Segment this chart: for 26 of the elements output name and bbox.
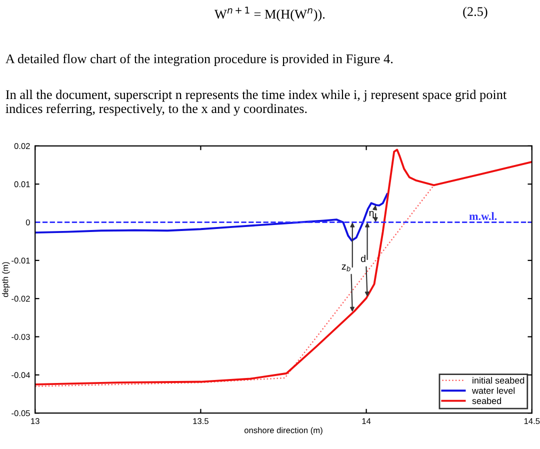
x-tick-label: 13.5 xyxy=(193,418,208,424)
x-tick-label: 14 xyxy=(362,418,371,424)
x-axis-title: onshore direction (m) xyxy=(244,427,322,435)
y-tick-label: -0.03 xyxy=(12,334,30,340)
annotation: d xyxy=(360,254,366,262)
legend-label: seabed xyxy=(472,397,502,404)
annotation: z$_{b}$ xyxy=(342,264,350,272)
y-tick-label: -0.05 xyxy=(12,410,30,416)
y-tick-label: 0 xyxy=(26,219,30,226)
annotation: η xyxy=(369,210,374,218)
x-tick-label: 13 xyxy=(31,418,40,424)
text: (2.5) xyxy=(463,6,488,19)
y-tick-label: -0.04 xyxy=(12,372,30,378)
text: In all the document, superscript n represents the time index while i, j represent space grid point indices referring, respectively, to the x and y coordinates. xyxy=(6,90,507,116)
legend-label: water level xyxy=(472,387,515,394)
line-series xyxy=(35,193,388,242)
y-tick-label: -0.02 xyxy=(12,296,30,302)
y-tick-label: -0.01 xyxy=(12,258,30,264)
text: A detailed flow chart of the integration procedure is provided in Figure 4. xyxy=(6,54,393,66)
y-tick-label: 0.02 xyxy=(14,143,30,150)
x-tick-label: 14.5 xyxy=(524,418,540,424)
ref-line-label: m.w.l. xyxy=(469,212,497,220)
text: W$^{n+1}$ = M(H(W$^{n}$)). xyxy=(214,6,325,22)
legend-label: initial seabed xyxy=(472,377,524,384)
y-tick-label: 0.01 xyxy=(14,181,30,188)
y-axis-title: depth (m) xyxy=(2,262,10,297)
